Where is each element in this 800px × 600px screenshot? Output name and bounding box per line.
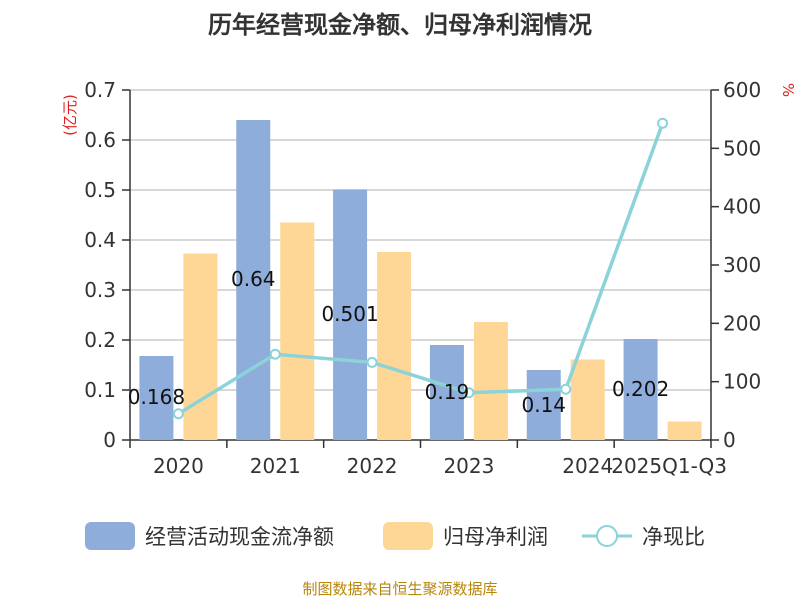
- bar: [139, 356, 174, 440]
- left-tick-label: 0.1: [84, 378, 116, 402]
- left-tick-label: 0.3: [84, 278, 116, 302]
- left-tick-label: 0.4: [84, 228, 116, 252]
- x-tick-label: 2020: [153, 454, 204, 478]
- legend-marker-ratio: [596, 525, 618, 547]
- left-tick-label: 0.5: [84, 178, 116, 202]
- bar: [526, 370, 561, 440]
- x-tick-label: 2023: [443, 454, 494, 478]
- right-tick-label: 100: [723, 370, 761, 394]
- gridlines: [130, 89, 711, 391]
- x-tick-label: 2024: [562, 454, 613, 478]
- right-tick-label: 500: [723, 136, 761, 160]
- chart-title: 历年经营现金净额、归母净利润情况: [208, 11, 592, 39]
- bar: [280, 222, 315, 440]
- right-tick-label: 300: [723, 253, 761, 277]
- bar-data-label: 0.501: [321, 302, 378, 326]
- axes: 0 0.1 0.2 0.3 0.4 0.5 0.6 0.7 0 100 200 300 400 500 60…: [84, 78, 761, 478]
- bar: [236, 120, 271, 440]
- bar-data-label: 0.19: [425, 380, 470, 404]
- legend-label-profit: 归母净利润: [443, 525, 548, 549]
- left-tick-label: 0.7: [84, 78, 116, 102]
- ratio-point: [366, 356, 378, 368]
- left-tick-label: 0.2: [84, 328, 116, 352]
- ratio-point: [463, 387, 475, 399]
- bar: [333, 189, 368, 440]
- bar-data-label: 0.14: [521, 393, 566, 417]
- ratio-point: [560, 383, 572, 395]
- right-tick-label: 400: [723, 195, 761, 219]
- bars: [139, 120, 702, 440]
- bar: [570, 359, 605, 440]
- legend-swatch-cashflow: [85, 522, 135, 550]
- x-tick-label: 2022: [347, 454, 398, 478]
- right-tick-label: 600: [723, 78, 761, 102]
- bar-data-label: 0.202: [612, 377, 669, 401]
- ratio-line: [172, 117, 669, 420]
- ratio-point: [269, 348, 281, 360]
- ratio-line-path: [177, 122, 665, 416]
- left-tick-label: 0: [103, 428, 116, 452]
- right-tick-label: 200: [723, 311, 761, 335]
- legend-swatch-profit: [383, 522, 433, 550]
- left-tick-label: 0.6: [84, 128, 116, 152]
- x-tick-label: 2021: [250, 454, 301, 478]
- legend-label-ratio: 净现比: [642, 525, 705, 549]
- left-axis-unit: (亿元): [61, 94, 79, 136]
- bar: [377, 252, 412, 440]
- bar-data-label: 0.64: [231, 267, 276, 291]
- bar: [183, 253, 218, 440]
- bar: [473, 322, 508, 440]
- ratio-point: [172, 408, 184, 420]
- bar: [667, 421, 702, 440]
- x-tick-label: 2025Q1-Q3: [611, 454, 727, 478]
- bar: [429, 345, 464, 440]
- source-note: 制图数据来自恒生聚源数据库: [302, 580, 497, 598]
- right-axis-unit: %: [779, 83, 797, 97]
- legend: 经营活动现金流净额 归母净利润 净现比: [85, 522, 705, 550]
- bar: [623, 339, 658, 440]
- legend-label-cashflow: 经营活动现金流净额: [145, 525, 334, 549]
- bar-data-label: 0.168: [128, 385, 185, 409]
- ratio-point: [657, 117, 669, 129]
- data-labels: 0.168 0.64 0.501 0.19 0.14 0.202: [128, 267, 669, 417]
- right-tick-label: 0: [723, 428, 736, 452]
